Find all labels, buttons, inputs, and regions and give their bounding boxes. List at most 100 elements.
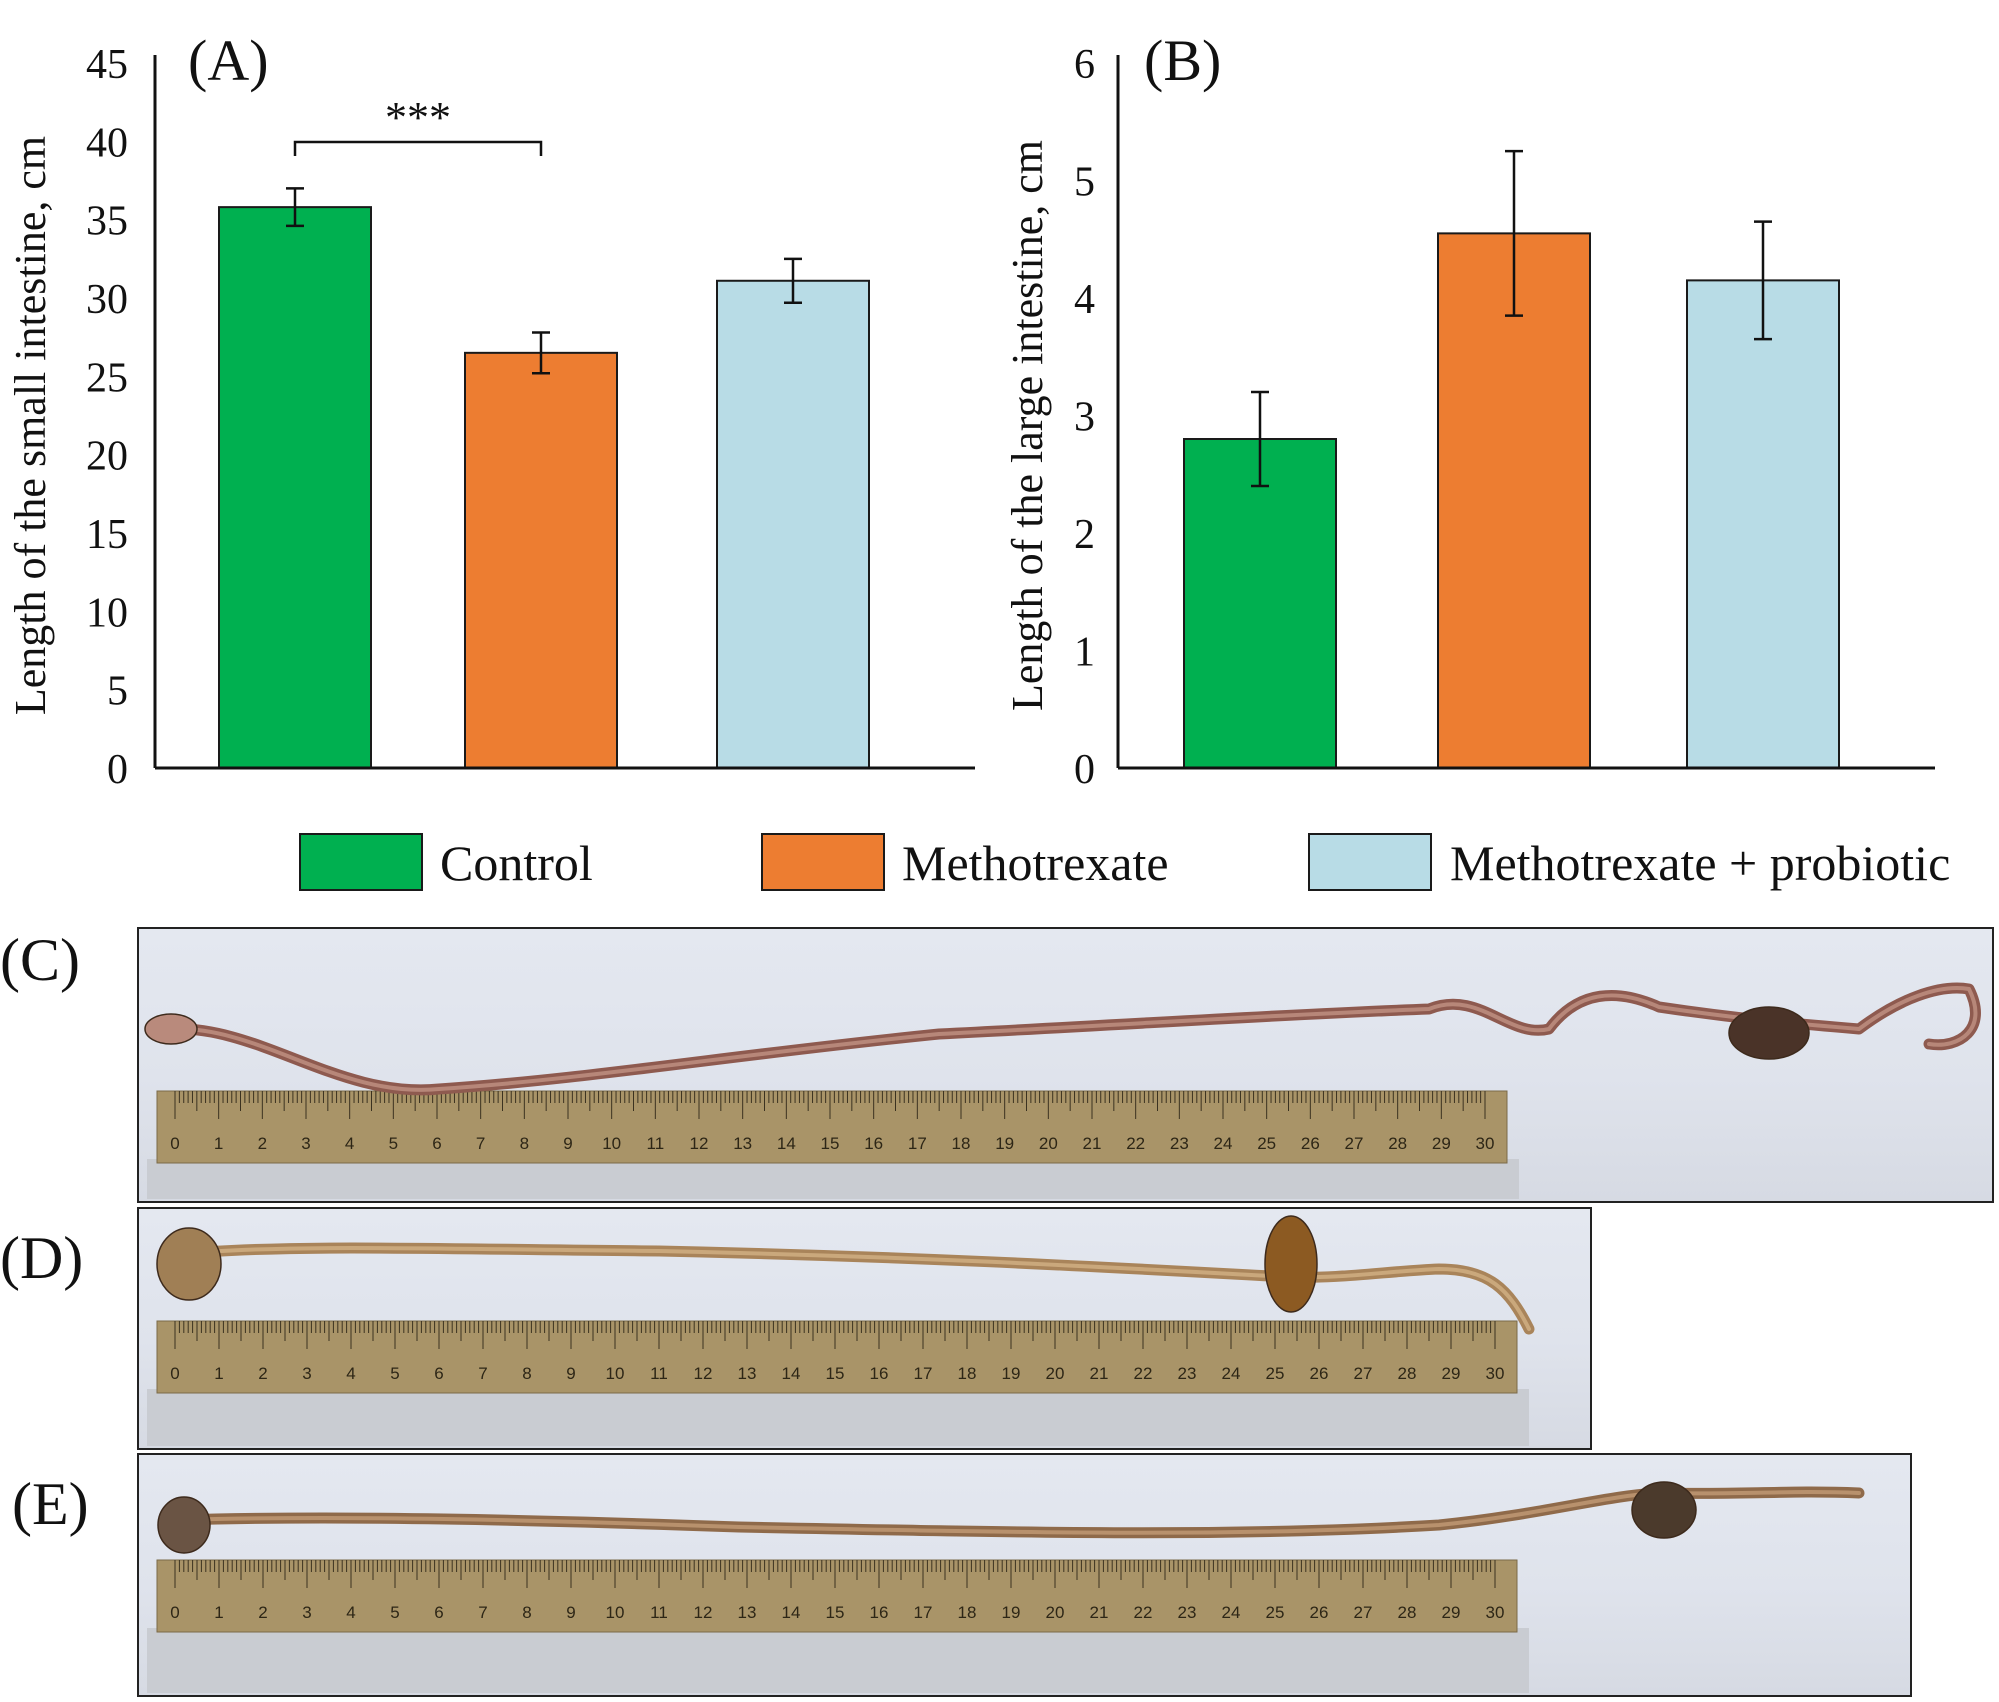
ruler-number: 8: [522, 1603, 531, 1622]
legend-swatch: [299, 833, 423, 891]
y-tick-label: 3: [1074, 395, 1095, 441]
ruler-number: 13: [738, 1603, 757, 1622]
intestine-tract: [163, 982, 1981, 1096]
y-tick-label: 35: [86, 199, 128, 245]
ruler-number: 9: [563, 1134, 572, 1153]
ruler-number: 25: [1257, 1134, 1276, 1153]
bar-1: [1437, 232, 1591, 769]
y-tick-label: 0: [1074, 747, 1095, 793]
ruler-number: 14: [782, 1603, 801, 1622]
ruler: 0 1 2 3 4 5 6 7 8 9 10 11 12 13 14 15 16 17 18 19 20 21 22 23 24…: [156, 1320, 1518, 1394]
bar-0: [1183, 438, 1337, 769]
ruler-number: 12: [690, 1134, 709, 1153]
ruler-number: 7: [478, 1603, 487, 1622]
ruler-number: 0: [170, 1364, 179, 1383]
ruler-number: 14: [777, 1134, 796, 1153]
y-tick-label: 1: [1074, 630, 1095, 676]
cecum-blob: [1631, 1481, 1697, 1539]
intestine-highlight: [167, 986, 1978, 1092]
ruler-number: 28: [1398, 1364, 1417, 1383]
bar-1: [464, 351, 618, 769]
ruler-number: 27: [1354, 1364, 1373, 1383]
significance-label: ***: [385, 93, 451, 142]
ruler-number: 1: [214, 1134, 223, 1153]
ruler-number: 20: [1046, 1364, 1065, 1383]
legend-swatch: [761, 833, 885, 891]
intestine-tract: [173, 1242, 1535, 1335]
photo-illustration: 0 1 2 3 4 5 6 7 8 9 10 11 12 13 14 15 16 17 18 19 20 21 22 23 24…: [147, 1215, 1535, 1446]
ruler-number: 29: [1442, 1364, 1461, 1383]
ruler-number: 11: [650, 1603, 668, 1622]
bar-0: [218, 206, 372, 769]
y-tick-label: 6: [1074, 42, 1095, 88]
ruler-number: 4: [346, 1364, 355, 1383]
ruler-number: 30: [1486, 1364, 1505, 1383]
ruler-number: 13: [738, 1364, 757, 1383]
ruler-number: 3: [301, 1134, 310, 1153]
ruler-number: 6: [434, 1603, 443, 1622]
panel-label-d: (D): [0, 1225, 84, 1291]
ruler-number: 1: [214, 1364, 223, 1383]
y-tick-label: 25: [86, 355, 128, 401]
ruler-number: 10: [606, 1364, 625, 1383]
ruler-number: 30: [1476, 1134, 1495, 1153]
legend-item-0: Control: [299, 833, 593, 891]
ruler-number: 25: [1266, 1364, 1285, 1383]
paper-strip: [147, 1159, 1519, 1199]
y-tick-label: 0: [107, 747, 128, 793]
paper-strip: [147, 1628, 1529, 1693]
y-tick-label: 15: [86, 512, 128, 558]
intestine-photo-methotrexate-probiotic: 0 1 2 3 4 5 6 7 8 9 10 11 12 13 14 15 16 17 18 19 20 21 22 23 24…: [137, 1453, 1912, 1697]
photo-illustration: 0 1 2 3 4 5 6 7 8 9 10 11 12 13 14 15 16 17 18 19 20 21 22 23 24…: [147, 1481, 1865, 1693]
ruler-number: 25: [1266, 1603, 1285, 1622]
ruler-number: 10: [602, 1134, 621, 1153]
legend-label: Methotrexate: [902, 835, 1169, 891]
legend-item-1: Methotrexate: [761, 833, 1169, 891]
y-tick-label: 4: [1074, 277, 1095, 323]
ruler-number: 7: [478, 1364, 487, 1383]
y-axis-title: Length of the large intestine, cm: [1003, 140, 1052, 711]
legend: Control Methotrexate Methotrexate + probio…: [299, 833, 1950, 891]
intestine-photo-methotrexate: 0 1 2 3 4 5 6 7 8 9 10 11 12 13 14 15 16 17 18 19 20 21 22 23 24…: [137, 1207, 1592, 1450]
ruler-number: 24: [1222, 1603, 1241, 1622]
ruler-number: 15: [826, 1603, 845, 1622]
intestine: [144, 982, 1981, 1096]
intestine-photo-control: 0 1 2 3 4 5 6 7 8 9 10 11 12 13 14 15 16 17 18 19 20 21 22 23 24…: [137, 927, 1994, 1203]
y-tick-label: 2: [1074, 512, 1095, 558]
ruler-number: 28: [1398, 1603, 1417, 1622]
legend-item-2: Methotrexate + probiotic: [1308, 833, 1950, 891]
bar-2: [1686, 279, 1840, 769]
ruler-number: 20: [1046, 1603, 1065, 1622]
ruler-number: 21: [1090, 1364, 1109, 1383]
ruler-number: 22: [1134, 1364, 1153, 1383]
stomach-blob: [157, 1496, 211, 1554]
ruler-number: 21: [1083, 1134, 1102, 1153]
y-tick-label: 5: [1074, 160, 1095, 206]
panel-label-e: (E): [12, 1471, 89, 1537]
ruler-number: 23: [1178, 1603, 1197, 1622]
legend-swatch: [1308, 833, 1432, 891]
chart-panel-b: 0 1 2 3 4 5 6 Length of the large intestine, cm…: [1003, 28, 1935, 793]
ruler-number: 24: [1214, 1134, 1233, 1153]
stomach-blob: [156, 1227, 222, 1301]
ruler-number: 14: [782, 1364, 801, 1383]
ruler-number: 12: [694, 1603, 713, 1622]
ruler-number: 9: [566, 1364, 575, 1383]
ruler-body: [156, 1320, 1518, 1394]
ruler-number: 19: [1002, 1364, 1021, 1383]
ruler-number: 15: [821, 1134, 840, 1153]
ruler-number: 18: [958, 1364, 977, 1383]
ruler-number: 17: [908, 1134, 927, 1153]
ruler-number: 30: [1486, 1603, 1505, 1622]
ruler-number: 9: [566, 1603, 575, 1622]
ruler-number: 11: [647, 1134, 665, 1153]
ruler-number: 10: [606, 1603, 625, 1622]
intestine: [157, 1481, 1865, 1554]
ruler-number: 16: [864, 1134, 883, 1153]
ruler-number: 27: [1354, 1603, 1373, 1622]
ruler-number: 13: [733, 1134, 752, 1153]
y-axis-title: Length of the small intestine, cm: [6, 136, 55, 715]
ruler-number: 11: [650, 1364, 668, 1383]
ruler-number: 8: [520, 1134, 529, 1153]
ruler-number: 29: [1442, 1603, 1461, 1622]
